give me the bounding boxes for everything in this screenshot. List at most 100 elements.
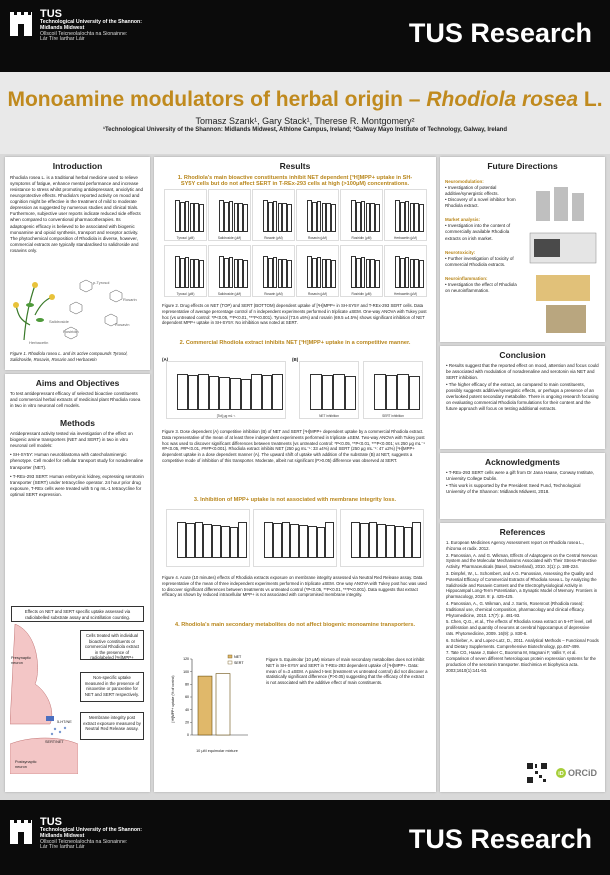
orcid-logo[interactable]: iD ORCiD (526, 762, 597, 784)
fig5-legend-net-swatch (227, 654, 233, 659)
chart-bar (263, 256, 268, 288)
chart-bar (377, 524, 386, 558)
figure3a-chart: [Tot] μg mL⁻¹ (166, 361, 286, 421)
chart-bar (403, 526, 413, 558)
chart-bar (179, 201, 185, 232)
figure4-charts (166, 509, 424, 569)
chart-bar (272, 257, 278, 288)
results-title: Results (279, 161, 311, 171)
future-h4: Neuroinflammation: (445, 275, 488, 281)
footer-logo-line2: Midlands Midwest (40, 832, 85, 839)
future-panel: Future Directions Neuromodulation: • Inv… (440, 157, 605, 342)
label-sertnet: SERT/NET (45, 740, 64, 744)
compound-figure (13, 279, 123, 341)
chart-bar (230, 377, 241, 410)
future-h3: Neurotoxicity: (445, 249, 476, 255)
chart-bar (194, 203, 200, 232)
chart-bar (185, 523, 195, 558)
small-bar-chart: Tyrosol (μM) (164, 189, 207, 241)
small-bar-chart: [Tot] μg mL⁻¹ (166, 361, 286, 419)
chart-bar (414, 203, 420, 232)
results-s4: 4. Rhodiola's main secondary metabolites… (174, 622, 416, 628)
qr-code-icon (526, 762, 548, 784)
fig5-y-tick-label: 80 (185, 683, 189, 687)
chart-bar (287, 204, 292, 232)
logo-irish1: Ollscoil Teicneolaíochta na Sionainne: (40, 30, 128, 37)
footer-logo-irish1: Ollscoil Teicneolaíochta na Sionainne: (40, 838, 128, 845)
chart-bar (219, 200, 224, 232)
chart-bar (321, 258, 327, 288)
chart-x-label: Rosarin (μM) (264, 292, 283, 296)
svg-text:iD: iD (558, 771, 564, 777)
chart-bar (395, 256, 400, 288)
method-box-uptake: Effects on NET and SERT specific uptake … (11, 606, 144, 622)
chart-x-label: SERT inhibition (382, 414, 404, 418)
figure2-grid: Tyrosol (μM) Salidroside (μM) Rosarin (μM)… (164, 189, 427, 299)
chart-x-label: Rosiridin (μM) (351, 236, 372, 240)
chart-bar (351, 521, 360, 558)
chart-x-label: Herbacetin (μM) (394, 292, 417, 296)
chart-bar (321, 202, 327, 232)
chart-bar (375, 204, 380, 232)
chart-bar (311, 201, 317, 232)
conclusion-b2: • The higher efficacy of the extract, as… (446, 382, 599, 412)
chart-bar (203, 524, 212, 558)
chart-bar (189, 258, 195, 288)
small-bar-chart: Rosavin (μM) (296, 245, 339, 297)
chart-bar (184, 257, 190, 288)
footer-logo: TUS Technological University of the Shan… (8, 816, 142, 851)
label-ptyrosol: p-Tyrosol (93, 280, 110, 285)
chart-bar (351, 200, 356, 232)
chart-bar (386, 524, 395, 558)
figB-label: (B) (292, 357, 299, 362)
chart-bar (240, 378, 252, 410)
future-h2: Market analysis: (445, 217, 481, 223)
chart-bar (282, 259, 288, 288)
chart-bar (307, 200, 312, 232)
chart-bar (326, 203, 332, 232)
chart-bar (385, 375, 397, 410)
chart-bar (187, 375, 199, 410)
chart-bar (360, 257, 366, 288)
aims-methods-panel: Aims and Objectives To test antidepressa… (5, 374, 150, 792)
chart-bar (261, 375, 273, 410)
chart-bar (238, 521, 247, 558)
chart-bar (208, 376, 220, 410)
label-herbacetin: Herbacetin (29, 340, 49, 345)
chart-bar (199, 260, 204, 288)
orcid-icon: iD (556, 768, 566, 778)
figure3b-chart: NET inhibition SERT inhibition (299, 361, 424, 421)
small-bar-chart: Salidroside (μM) (208, 189, 251, 241)
small-bar-chart: SERT inhibition (363, 361, 423, 419)
chart-bar (251, 373, 262, 410)
ack-panel: Acknowledgments • T-REx-293 SERT cells w… (440, 453, 605, 519)
footer-title: TUS Research (408, 824, 592, 854)
chart-bar (189, 202, 195, 232)
fig5-legend-sert-swatch (227, 660, 233, 665)
methods-intro: Antidepressant activity tested via inves… (10, 431, 133, 449)
chart-bar (370, 203, 376, 232)
figA-label: (A) (162, 357, 169, 362)
footer-castle-icon (8, 816, 34, 846)
chart-bar (223, 201, 229, 232)
chart-bar (355, 201, 361, 232)
figure5-caption: Figure 5. Equimolar (10 μM) mixture of m… (266, 657, 428, 686)
orcid-text: ORCiD (568, 768, 597, 778)
chart-bar (399, 201, 405, 232)
chart-bar (331, 204, 336, 232)
chart-bar (272, 523, 282, 558)
reference-item: 5. Chen, Q.G., et al., The effects of Rh… (446, 619, 593, 636)
label-rosavin: Rosavin (115, 322, 130, 327)
chart-bar (199, 204, 204, 232)
aims-title: Aims and Objectives (35, 378, 120, 388)
chart-bar (184, 201, 190, 232)
chart-bar (397, 374, 409, 410)
figure2-caption: Figure 2. Drug effects on NET (TOP) and … (162, 303, 427, 326)
title-italic: Rhodiola rosea (426, 88, 579, 111)
chart-bar (404, 257, 410, 288)
figure5-chart: 0 20 40 60 80 100 120 NET SERT [³H]MPP+ uptake (%… (171, 654, 248, 737)
method-box-nonspecific: Non-specific uptake measured in the pres… (80, 672, 144, 702)
chart-bar (344, 376, 356, 410)
fig5-y-tick-label: 120 (183, 657, 189, 661)
conclusion-b1: • Results suggest that the reported effe… (446, 363, 599, 381)
